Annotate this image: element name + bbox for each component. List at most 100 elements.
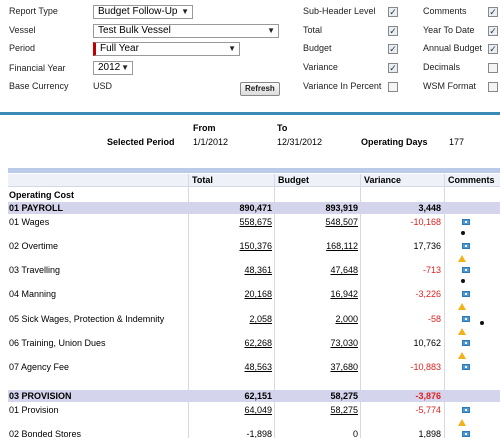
decimals-label: Decimals [423,62,461,72]
comment-icon[interactable] [462,219,470,225]
refresh-button[interactable]: Refresh [240,82,280,96]
table-row[interactable]: 04 Manning 20,168 16,942 -3,226 [8,288,500,310]
total-cell: 150,376 [189,240,272,252]
base-currency-label: Base Currency [9,81,69,91]
row-name: 04 Manning [9,289,57,299]
grid-top-bar [8,168,500,173]
budget-value[interactable]: 168,112 [326,241,358,251]
budget-cell: 58,275 [275,390,358,402]
comment-icon[interactable] [462,431,470,437]
decimals-checkbox[interactable] [488,63,498,73]
total-value[interactable]: 62,268 [244,338,272,348]
table-row[interactable]: 03 Travelling 48,361 47,648 -713 [8,264,500,283]
table-row[interactable]: 05 Sick Wages, Protection & Indemnity 2,0… [8,313,500,335]
vessel-select[interactable]: Test Bulk Vessel ▼ [93,24,279,38]
header-total: Total [192,175,213,185]
total-cell: 62,151 [189,390,272,402]
table-row[interactable]: 01 Wages 558,675 548,507 -10,168 [8,216,500,235]
budget-cell: 2,000 [275,313,358,325]
chevron-down-icon: ▼ [121,63,129,72]
variance-percent-checkbox[interactable] [388,82,398,92]
sub-header-level-checkbox[interactable]: ✓ [388,7,398,17]
selected-period-label: Selected Period [107,137,175,147]
budget-cell: 548,507 [275,216,358,228]
budget-cell: 37,680 [275,361,358,373]
chevron-down-icon: ▼ [181,7,189,16]
row-name: 01 PAYROLL [9,203,64,213]
total-cell: 48,563 [189,361,272,373]
row-name: 01 Wages [9,217,50,227]
variance-value: -713 [422,265,441,275]
annual-budget-label: Annual Budget [423,43,483,53]
comment-icon[interactable] [462,316,470,322]
total-checkbox[interactable]: ✓ [388,26,398,36]
financial-year-select[interactable]: 2012 ▼ [93,61,133,75]
table-row[interactable]: 02 Overtime 150,376 168,112 17,736 [8,240,500,262]
financial-year-label: Financial Year [9,63,66,73]
variance-value: -58 [427,314,441,324]
comment-icon[interactable] [462,291,470,297]
total-value[interactable]: 150,376 [239,241,272,251]
variance-value: -3,226 [415,289,441,299]
comment-icon[interactable] [462,340,470,346]
budget-value[interactable]: 37,680 [330,362,358,372]
budget-value[interactable]: 47,648 [330,265,358,275]
chevron-down-icon: ▼ [228,44,236,53]
column-divider [188,174,189,438]
total-value[interactable]: 558,675 [239,217,272,227]
wsm-format-label: WSM Format [423,81,476,91]
comment-icon[interactable] [462,407,470,413]
table-row[interactable]: 01 Provision 64,049 58,275 -5,774 [8,404,500,426]
comment-icon[interactable] [462,243,470,249]
period-label: Period [9,43,36,53]
wsm-format-checkbox[interactable] [488,82,498,92]
budget-cell: 58,275 [275,404,358,416]
chevron-down-icon: ▼ [267,26,275,35]
total-cell: 558,675 [189,216,272,228]
total-value[interactable]: 20,168 [244,289,272,299]
budget-value[interactable]: 2,000 [335,314,358,324]
variance-checkbox[interactable]: ✓ [388,63,398,73]
year-to-date-checkbox[interactable]: ✓ [488,26,498,36]
total-value[interactable]: -1,898 [246,429,272,438]
variance-value: -3,876 [415,391,441,401]
variance-value: 1,898 [418,429,441,438]
budget-value[interactable]: 0 [352,429,358,438]
total-value[interactable]: 48,563 [244,362,272,372]
warning-icon [458,419,466,426]
variance-cell: -10,883 [361,361,441,373]
total-value[interactable]: 2,058 [249,314,272,324]
total-cell: 20,168 [189,288,272,300]
budget-value[interactable]: 58,275 [330,405,358,415]
total-value[interactable]: 64,049 [244,405,272,415]
comment-icon[interactable] [462,364,470,370]
comment-icon[interactable] [462,267,470,273]
budget-checkbox[interactable]: ✓ [388,44,398,54]
comments-checkbox[interactable]: ✓ [488,7,498,17]
report-type-label: Report Type [9,6,58,16]
table-row[interactable]: 02 Bonded Stores -1,898 0 1,898 [8,428,500,438]
annual-budget-checkbox[interactable]: ✓ [488,44,498,54]
total-value[interactable]: 48,361 [244,265,272,275]
table-row[interactable]: 07 Agency Fee 48,563 37,680 -10,883 [8,361,500,373]
table-row[interactable]: 06 Training, Union Dues 62,268 73,030 10,76… [8,337,500,359]
variance-cell: -713 [361,264,441,276]
budget-value[interactable]: 548,507 [325,217,358,227]
period-summary: From To Selected Period 1/1/2012 12/31/2… [0,115,500,165]
budget-cell: 0 [275,428,358,438]
to-value: 12/31/2012 [277,137,323,147]
row-name: Operating Cost [9,190,75,200]
warning-icon [458,255,466,262]
budget-value[interactable]: 16,942 [330,289,358,299]
budget-cell: 893,919 [275,202,358,214]
report-type-select[interactable]: Budget Follow-Up ▼ [93,5,193,19]
variance-value: 3,448 [418,203,441,213]
variance-cell: -3,226 [361,288,441,300]
variance-cell: 3,448 [361,202,441,214]
marker-icon [461,279,465,283]
row-name: 03 PROVISION [9,391,72,401]
period-select[interactable]: Full Year ▼ [93,42,240,56]
budget-cell: 168,112 [275,240,358,252]
variance-cell: 10,762 [361,337,441,349]
budget-value[interactable]: 73,030 [330,338,358,348]
